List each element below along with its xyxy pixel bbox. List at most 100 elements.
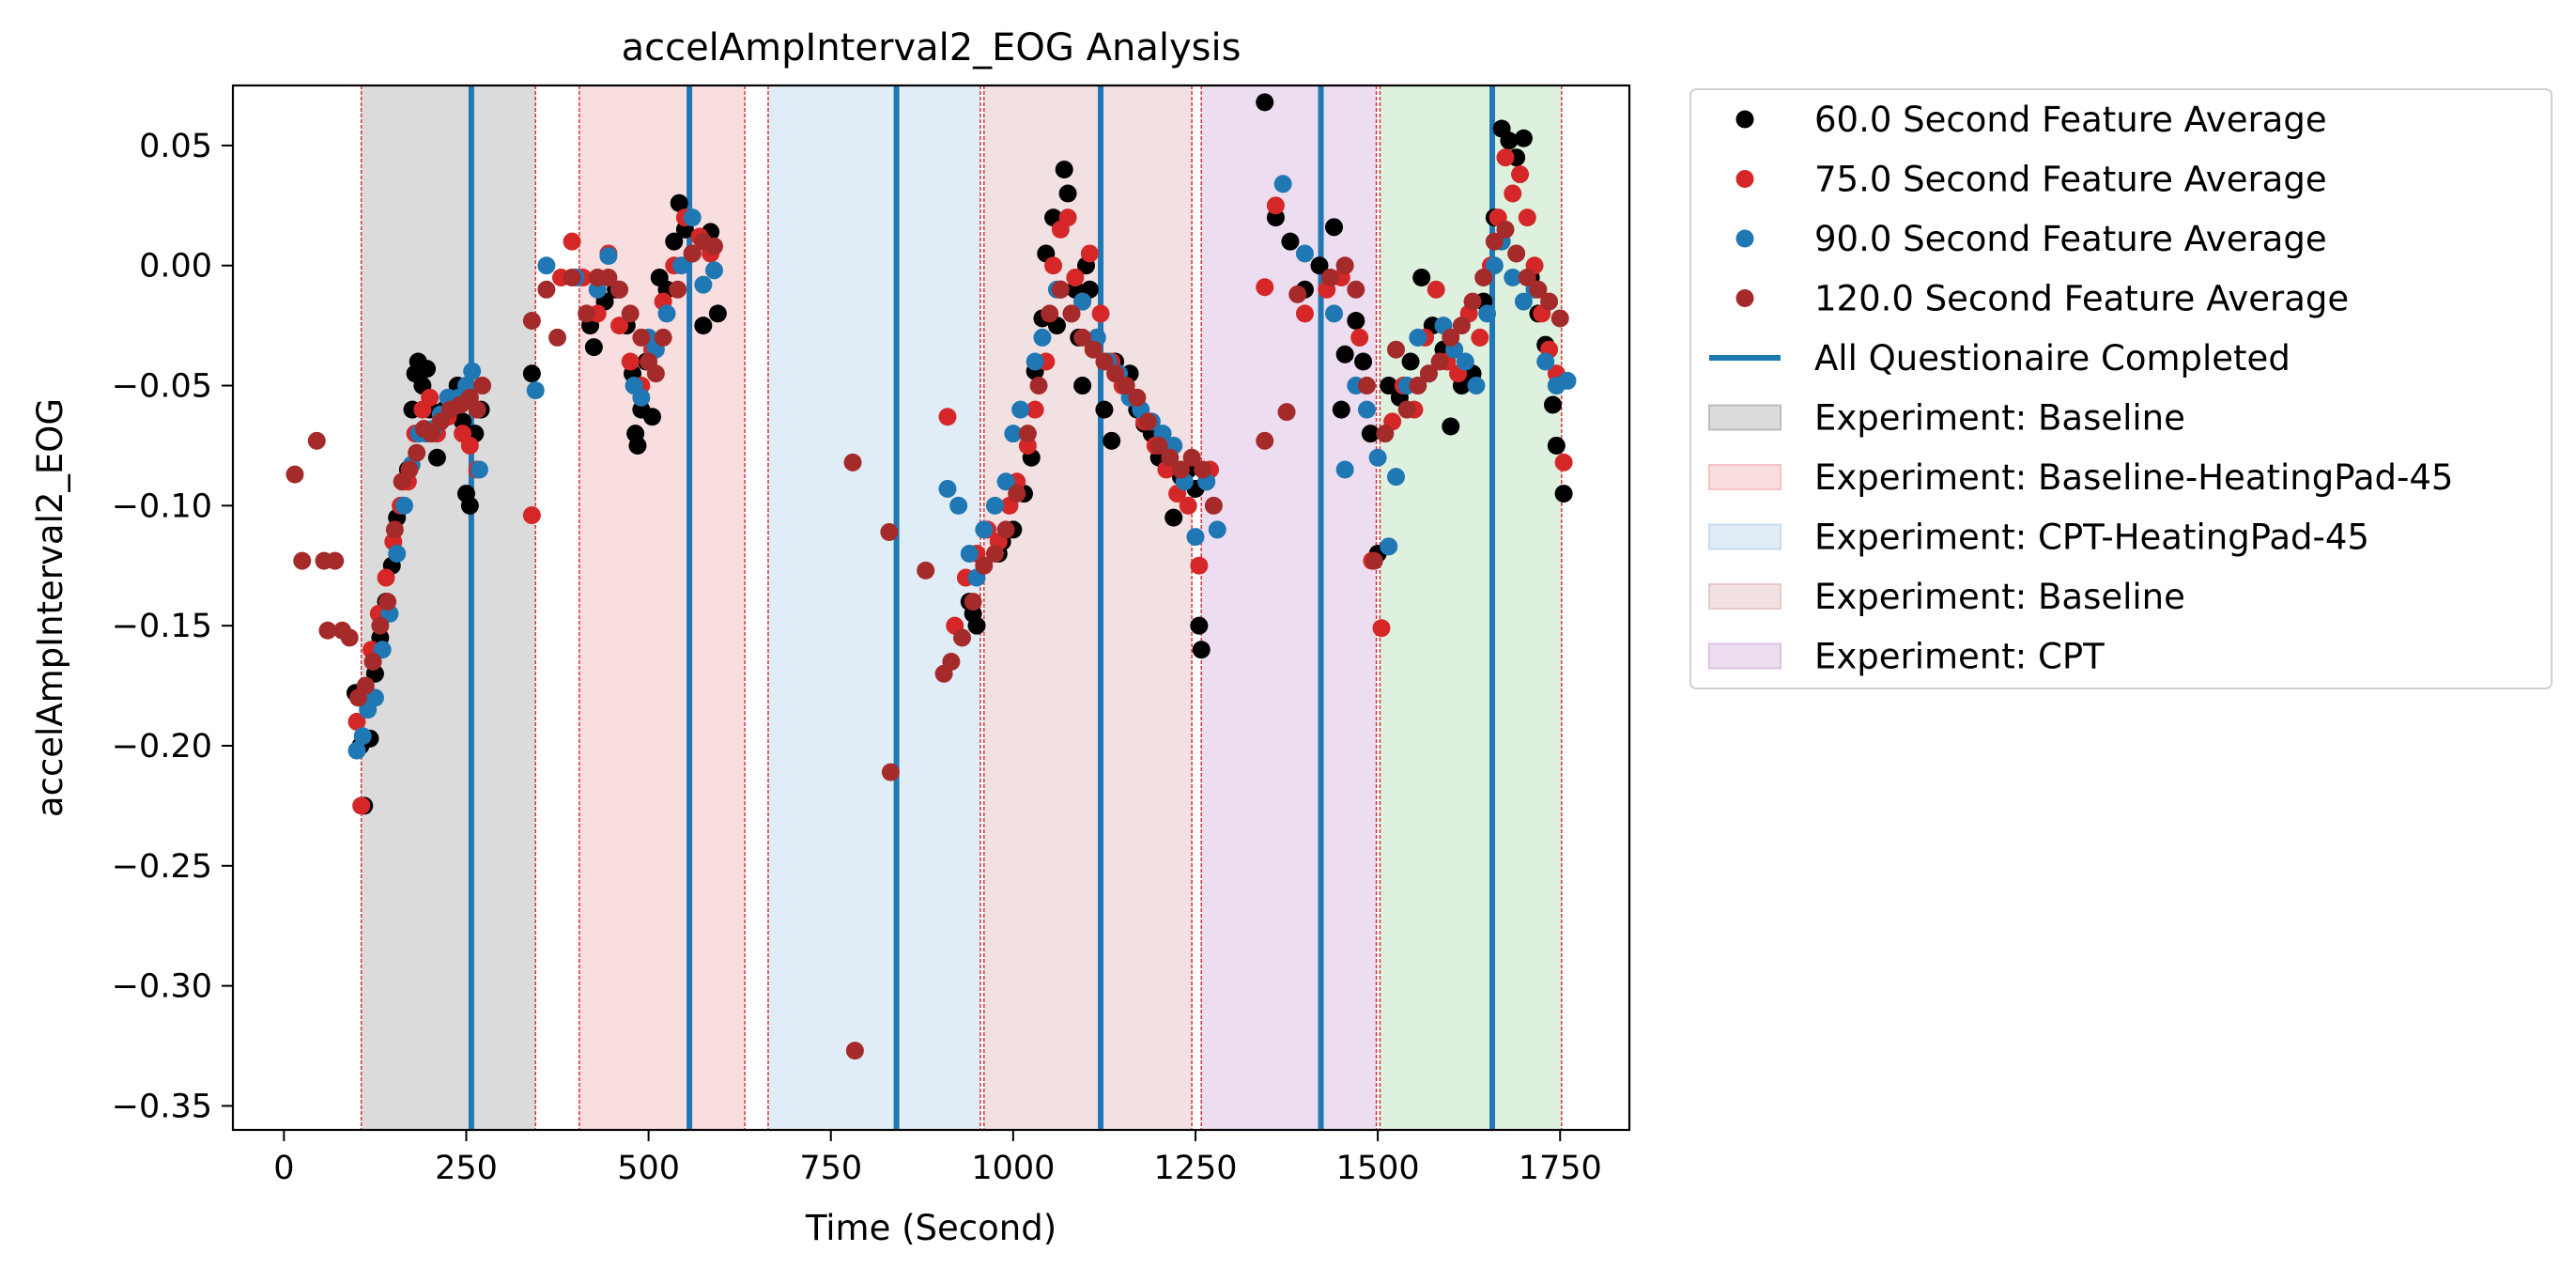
y-tick-label-6: −0.25 <box>112 848 212 886</box>
x-tick-label-7: 1750 <box>1519 1150 1602 1187</box>
series-3-point-64 <box>1117 377 1135 395</box>
series-2-point-60 <box>1295 244 1314 263</box>
series-1-point-66 <box>1350 328 1369 347</box>
experiment-region-5 <box>1380 85 1562 1130</box>
series-3-point-36 <box>646 364 665 383</box>
legend-patch-5 <box>1708 404 1782 431</box>
legend-patch-6 <box>1708 464 1782 490</box>
series-2-point-29 <box>672 256 691 275</box>
series-1-point-25 <box>621 352 640 371</box>
series-0-point-112 <box>1514 129 1533 147</box>
series-1-point-61 <box>1256 278 1274 297</box>
series-2-point-34 <box>949 496 968 515</box>
data-points <box>285 93 1577 1060</box>
series-1-point-58 <box>1179 496 1197 515</box>
series-3-point-81 <box>1376 425 1395 443</box>
x-tick-label-4: 1000 <box>971 1150 1055 1187</box>
series-0-point-41 <box>670 193 688 212</box>
plot-frame <box>231 84 1631 1132</box>
series-2-point-32 <box>704 261 723 280</box>
series-2-point-16 <box>463 362 482 380</box>
legend-label-4: All Questionaire Completed <box>1814 338 2291 379</box>
series-3-point-59 <box>1062 304 1081 323</box>
series-3-point-61 <box>1084 340 1103 359</box>
series-3-point-96 <box>1540 292 1559 311</box>
series-1-point-33 <box>938 408 957 426</box>
series-3-point-58 <box>1051 280 1070 299</box>
legend-box <box>1689 88 2553 689</box>
legend-label-7: Experiment: CPT-HeatingPad-45 <box>1814 518 2369 558</box>
series-2-point-75 <box>1478 304 1497 323</box>
series-3-point-13 <box>385 520 404 539</box>
series-3-point-63 <box>1106 364 1125 383</box>
series-3-point-85 <box>1419 364 1438 383</box>
series-3-point-34 <box>632 328 651 347</box>
series-3-point-38 <box>669 280 687 299</box>
legend-label-8: Experiment: Baseline <box>1814 577 2185 617</box>
series-2-point-39 <box>996 472 1015 491</box>
series-3-point-18 <box>422 425 440 443</box>
series-1-point-44 <box>1044 256 1063 275</box>
series-0-point-44 <box>694 317 713 335</box>
series-3-point-26 <box>537 280 556 299</box>
x-tick-label-5: 1250 <box>1153 1150 1237 1187</box>
series-2-point-4 <box>373 641 392 659</box>
series-2-point-37 <box>975 520 994 539</box>
series-0-point-28 <box>584 338 603 357</box>
series-3-point-89 <box>1463 292 1482 311</box>
series-3-point-19 <box>431 412 450 431</box>
series-2-point-30 <box>683 209 702 227</box>
series-3-point-46 <box>917 561 935 580</box>
series-0-point-23 <box>460 496 479 515</box>
series-3-point-16 <box>408 443 426 462</box>
legend-label-5: Experiment: Baseline <box>1814 398 2185 439</box>
series-1-point-68 <box>1372 619 1391 638</box>
series-1-point-49 <box>1080 244 1099 263</box>
series-0-point-90 <box>1310 256 1329 275</box>
series-3-point-29 <box>578 304 596 323</box>
series-2-point-76 <box>1485 256 1504 275</box>
series-3-point-88 <box>1452 317 1471 335</box>
series-2-point-3 <box>365 688 384 707</box>
series-3-point-92 <box>1496 220 1515 239</box>
series-2-point-56 <box>1186 528 1205 547</box>
series-3-point-49 <box>953 628 972 647</box>
series-3-point-42 <box>843 453 862 471</box>
series-3-point-37 <box>654 328 672 347</box>
series-0-point-62 <box>1058 184 1077 203</box>
series-3-point-87 <box>1442 328 1460 347</box>
series-2-point-64 <box>1357 400 1376 419</box>
series-0-point-93 <box>1335 345 1354 363</box>
y-axis-ticks: 0.05 0.00 −0.05 −0.10 −0.15 −0.20 −0.25 −0.30 −0… <box>112 128 233 1125</box>
series-3-point-79 <box>1357 377 1376 395</box>
x-tick-label-6: 1500 <box>1336 1150 1420 1187</box>
series-3-point-94 <box>1518 269 1536 287</box>
series-3-point-50 <box>964 593 982 611</box>
series-2-point-35 <box>960 544 979 563</box>
series-1-point-63 <box>1295 304 1314 323</box>
series-0-point-34 <box>628 436 647 455</box>
series-3-point-43 <box>845 1042 864 1060</box>
x-tick-label-1: 250 <box>435 1150 498 1187</box>
series-3-point-52 <box>985 544 1004 563</box>
series-3-point-31 <box>599 269 618 287</box>
series-3-point-41 <box>704 237 723 255</box>
series-0-point-40 <box>665 232 684 251</box>
series-2-point-61 <box>1325 304 1344 323</box>
series-0-point-98 <box>1380 377 1398 395</box>
series-1-point-46 <box>1058 209 1077 227</box>
series-3-point-33 <box>621 304 640 323</box>
series-3-point-24 <box>473 377 492 395</box>
series-2-point-67 <box>1387 468 1406 487</box>
series-2-point-42 <box>1026 352 1044 371</box>
series-1-point-11 <box>421 388 440 407</box>
series-3-point-73 <box>1256 431 1274 450</box>
x-axis-label: Time (Second) <box>805 1208 1057 1248</box>
series-0-point-61 <box>1055 160 1073 178</box>
series-3-point-66 <box>1139 412 1158 431</box>
y-axis-label: accelAmpInterval2_EOG <box>30 398 70 817</box>
series-1-point-50 <box>1091 304 1110 323</box>
series-3-point-4 <box>318 621 337 640</box>
series-2-point-43 <box>1033 328 1052 347</box>
series-3-point-70 <box>1182 448 1201 467</box>
